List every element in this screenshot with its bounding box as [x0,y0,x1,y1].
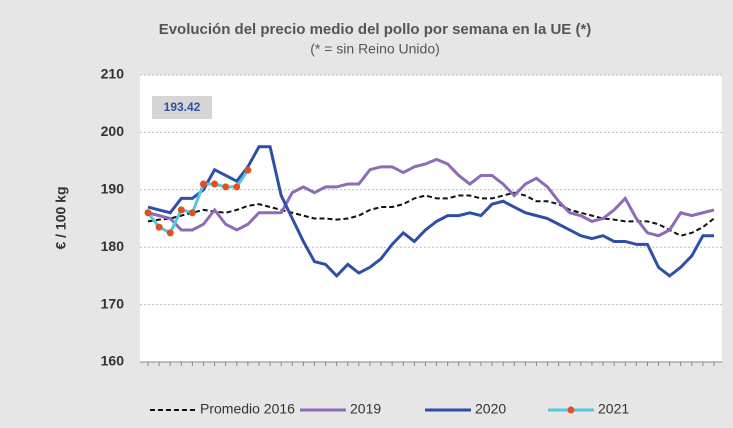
annotation: 193.42 [164,100,201,114]
series-marker [233,183,241,191]
y-tick-label: 170 [101,295,125,311]
series-marker [244,166,252,174]
y-tick-label: 210 [101,66,125,82]
series-line [147,157,715,238]
chart-subtitle: (* = sin Reino Unido) [310,41,440,57]
series-marker [166,229,174,237]
y-tick-label: 190 [101,181,125,197]
y-tick-label: 180 [101,238,125,254]
chart-title: Evolución del precio medio del pollo por… [159,21,592,38]
plot-area [140,75,722,362]
legend-marker [567,406,575,414]
annotation-box [152,96,212,119]
series-line [147,145,714,279]
y-tick-label: 160 [101,353,125,369]
series-line [147,191,715,237]
legend-label: Promedio 2016 [200,401,295,417]
series-marker [222,183,230,191]
series-marker [188,209,196,217]
legend-label: 2021 [598,401,629,417]
legend-label: 2019 [350,401,381,417]
series-line [146,169,250,235]
series-marker [199,180,207,188]
y-tick-label: 200 [101,123,125,139]
y-axis-label: € / 100 kg [53,186,69,249]
series-marker [144,209,152,217]
series-marker [211,180,219,188]
series-marker [155,223,163,231]
series-marker [177,206,185,214]
legend-label: 2020 [475,401,506,417]
